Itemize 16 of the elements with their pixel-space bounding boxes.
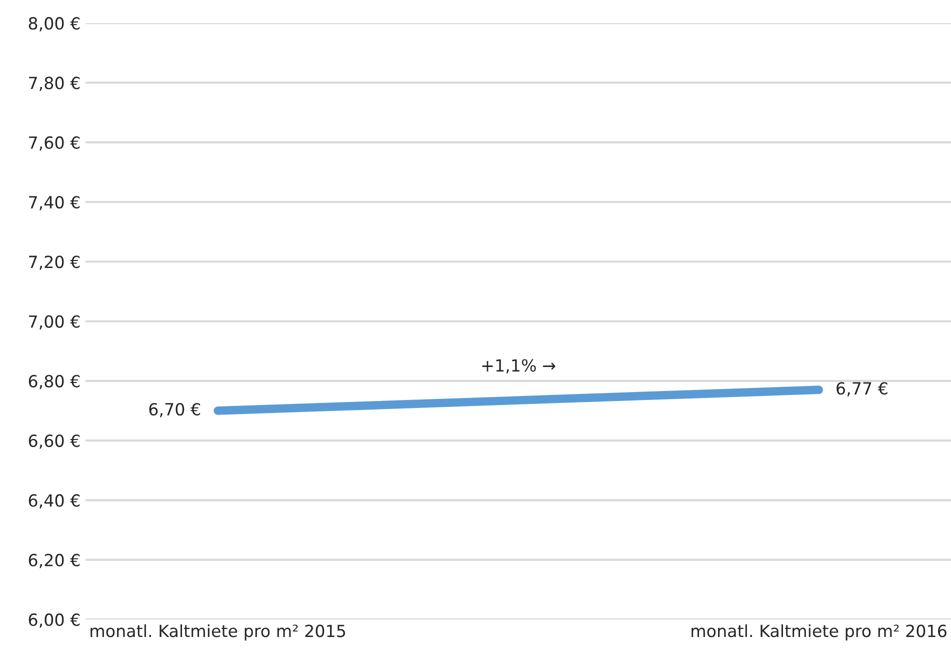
data-label: 6,70 € [149,402,200,418]
y-tick-label: 6,00 € [28,613,80,628]
x-tick-label: monatl. Kaltmiete pro m² 2015 [90,624,346,640]
y-tick-label: 7,00 € [29,315,80,330]
y-tick-label: 7,60 € [29,136,80,151]
y-tick-label: 6,40 € [28,494,80,508]
y-tick-label: 7,20 € [29,256,80,270]
y-tick-label: 8,00 € [28,17,80,32]
x-tick-label: monatl. Kaltmiete pro m² 2016 [692,624,946,640]
y-tick-label: 6,60 € [28,434,80,449]
data-label: 6,77 € [836,382,888,396]
y-tick-label: 7,40 € [29,196,80,210]
y-tick-label: 6,20 € [28,554,80,568]
y-tick-label: 7,80 € [29,76,80,91]
y-tick-label: 6,80 € [28,374,80,390]
annotation: +1,1% → [482,359,556,374]
